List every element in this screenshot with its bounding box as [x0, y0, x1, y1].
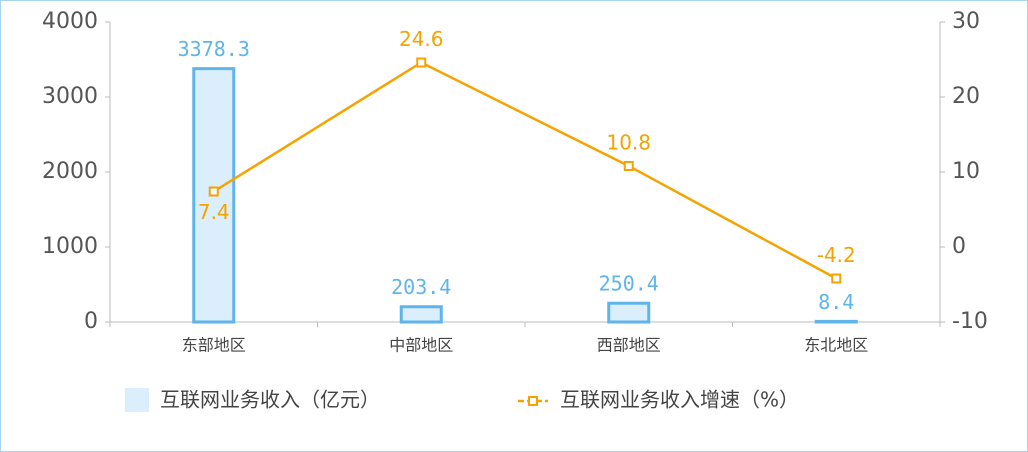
bar-value-label: 3378.3 — [178, 37, 250, 61]
bar — [607, 301, 651, 324]
x-tick-label: 东部地区 — [182, 336, 246, 355]
y-tick-label: 3000 — [42, 84, 98, 109]
y-tick-label: 2000 — [42, 159, 98, 184]
line-value-label: -4.2 — [817, 243, 856, 267]
y2-tick-label: 0 — [952, 234, 966, 259]
y2-tick-label: 10 — [952, 159, 980, 184]
bar-value-label: 203.4 — [391, 275, 451, 299]
y-tick-label: 4000 — [42, 9, 98, 34]
legend-label: 互联网业务收入（亿元） — [160, 388, 380, 412]
line-marker — [416, 57, 427, 68]
bar-value-label: 8.4 — [818, 290, 854, 314]
x-tick-label: 东北地区 — [804, 336, 868, 355]
bar — [814, 319, 858, 324]
bar-value-label: 250.4 — [599, 272, 659, 296]
line-marker — [623, 161, 634, 171]
y2-tick-label: -10 — [952, 309, 988, 334]
line-value-label: 24.6 — [399, 27, 444, 51]
legend-label: 互联网业务收入增速（%） — [560, 388, 799, 412]
line — [213, 61, 837, 280]
line-value-label: 7.4 — [198, 200, 230, 224]
x-tick-label: 中部地区 — [389, 336, 453, 355]
y-tick-label: 0 — [84, 309, 98, 334]
y2-tick-label: 20 — [952, 84, 980, 109]
line-value-label: 10.8 — [606, 131, 651, 155]
y-tick-label: 1000 — [42, 234, 98, 259]
line-marker — [831, 273, 842, 284]
y2-tick-label: 30 — [952, 9, 980, 34]
legend-swatch — [125, 388, 149, 412]
line-marker — [208, 186, 219, 197]
x-tick-label: 西部地区 — [597, 336, 661, 355]
legend-marker — [528, 396, 538, 406]
bar — [399, 305, 443, 324]
